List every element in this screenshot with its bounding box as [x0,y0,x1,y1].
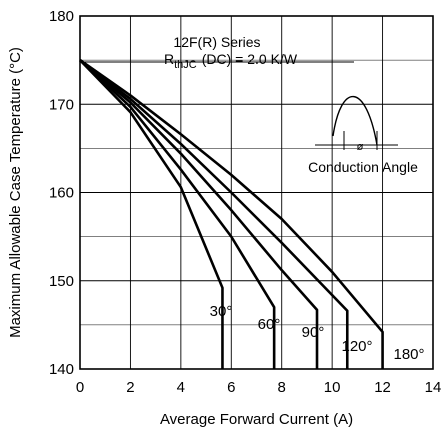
x-tick-label: 10 [324,379,341,396]
series-curve-2 [79,59,319,369]
curve-label-2: 90° [302,324,325,341]
x-tick-label: 6 [227,379,235,396]
half-sine-wave [332,95,378,146]
y-tick-label: 160 [49,185,74,202]
x-tick-label: 12 [374,379,391,396]
curve-label-1: 60° [258,316,281,333]
conduction-waveform-icon: ø Conduction Angle [308,95,418,175]
plot-frame [79,15,434,370]
series-curve-1 [79,59,276,369]
x-tick-label: 2 [126,379,134,396]
y-tick-label: 140 [49,361,74,378]
annotation-box: 12F(R) Series RthJC (DC) = 2.0 K/W [82,34,354,71]
series-curve-0 [79,59,224,369]
y-tick-labels: 140 150 160 170 180 [49,8,74,378]
conduction-angle-label: Conduction Angle [308,159,418,175]
rth-subscript: thJC [174,59,197,71]
rth-suffix: (DC) = 2.0 K/W [202,51,298,67]
x-tick-labels: 0 2 4 6 8 10 12 14 [76,379,442,396]
series-curves [79,59,384,369]
series-curve-3 [79,59,349,369]
x-tick-label: 0 [76,379,84,396]
grid [80,16,433,369]
y-tick-label: 170 [49,96,74,113]
curve-label-0: 30° [210,303,233,320]
series-title-annotation: 12F(R) Series [173,34,260,50]
y-tick-label: 180 [49,8,74,25]
x-tick-label: 14 [425,379,442,396]
curve-label-4: 180° [393,346,424,363]
x-tick-label: 4 [177,379,185,396]
rth-prefix: R [164,51,174,67]
y-tick-label: 150 [49,273,74,290]
phi-symbol: ø [357,141,364,153]
x-axis-title: Average Forward Current (A) [160,411,353,428]
series-curve-4 [79,59,384,369]
curve-label-3: 120° [341,338,372,355]
curve-labels: 30° 60° 90° 120° 180° [210,303,425,363]
x-tick-label: 8 [278,379,286,396]
y-axis-title: Maximum Allowable Case Temperature (°C) [7,47,24,338]
